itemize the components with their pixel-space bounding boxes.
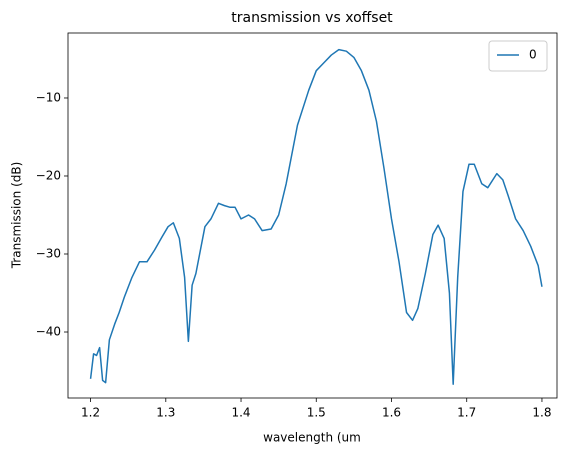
legend-box bbox=[488, 40, 548, 72]
y-tick-label: −40 bbox=[36, 325, 61, 339]
line bbox=[89, 48, 543, 386]
y-axis-label: Transmission (dB) bbox=[10, 162, 24, 270]
axes-frame bbox=[67, 32, 558, 399]
x-tick-label: 1.4 bbox=[231, 406, 250, 420]
legend-label: 0 bbox=[529, 48, 537, 62]
y-tick-label: −20 bbox=[36, 168, 61, 182]
y-tick-label: −30 bbox=[36, 246, 61, 260]
chart-title: transmission vs xoffset bbox=[231, 10, 393, 26]
x-tick-label: 1.7 bbox=[457, 406, 476, 420]
x-tick-label: 1.6 bbox=[382, 406, 401, 420]
y-tick-label: −10 bbox=[36, 90, 61, 104]
x-tick-label: 1.3 bbox=[156, 406, 175, 420]
x-tick-label: 1.5 bbox=[307, 406, 326, 420]
x-axis-label: wavelength (um bbox=[263, 431, 361, 445]
x-tick-label: 1.2 bbox=[81, 406, 100, 420]
x-tick-label: 1.8 bbox=[532, 406, 551, 420]
